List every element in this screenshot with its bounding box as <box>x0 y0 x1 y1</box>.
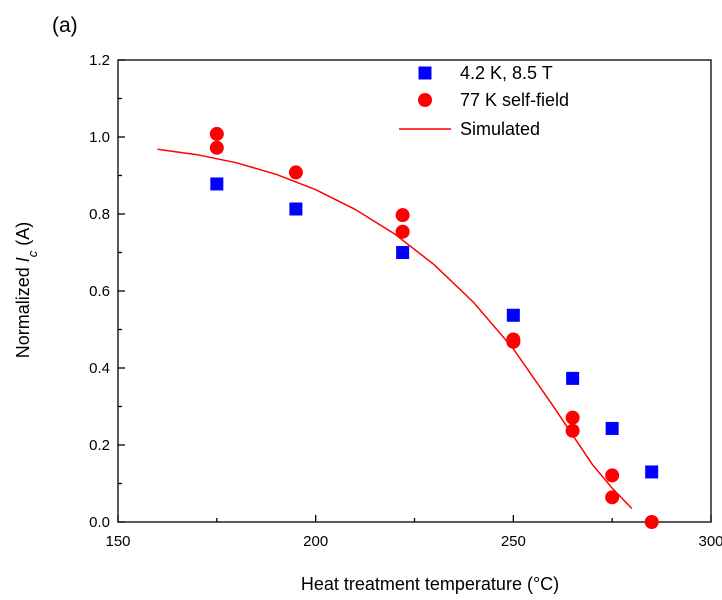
x-tick-label: 300 <box>698 533 722 550</box>
circle-point <box>209 140 224 155</box>
square-point <box>396 246 410 259</box>
square-point <box>645 465 659 479</box>
circle-point <box>565 410 580 425</box>
legend-circle-marker <box>418 93 432 107</box>
circle-point <box>506 334 521 349</box>
x-tick-label: 200 <box>303 533 328 550</box>
y-tick-label: 0.8 <box>89 206 110 223</box>
circle-point <box>209 126 224 141</box>
square-point <box>210 177 224 191</box>
series-4-2-k-8-5-t <box>210 177 659 479</box>
series-simulated <box>157 148 633 510</box>
y-tick-label: 0.0 <box>89 514 110 531</box>
circle-point <box>605 490 620 505</box>
square-point <box>605 421 619 435</box>
circle-point <box>605 468 620 483</box>
legend-label: 4.2 K, 8.5 T <box>460 63 553 83</box>
y-axis-label-subscript: c <box>25 250 40 257</box>
series-77-k-self-field <box>209 126 659 529</box>
y-tick-label: 0.2 <box>89 437 110 454</box>
series-layer <box>157 126 659 529</box>
axis-ticks: 150 200 250 300 0.0 0.2 0.4 0.6 0.8 1.0 1.2 <box>89 52 722 550</box>
panel-label: (a) <box>52 14 78 37</box>
square-point <box>506 308 520 322</box>
circle-point <box>395 224 410 239</box>
y-axis-label-suffix: (A) <box>13 222 33 251</box>
circle-point <box>644 515 659 529</box>
y-tick-label: 0.4 <box>89 360 110 377</box>
square-point <box>289 202 303 216</box>
y-axis-label-symbol: I <box>13 257 33 262</box>
circle-point <box>395 208 410 223</box>
x-axis-label: Heat treatment temperature (°C) <box>301 574 559 594</box>
y-tick-label: 0.6 <box>89 283 110 300</box>
circle-point <box>565 423 580 438</box>
x-tick-label: 150 <box>105 533 130 550</box>
legend-label: 77 K self-field <box>460 90 569 110</box>
square-point <box>566 371 580 385</box>
simulated-curve <box>157 148 633 510</box>
y-tick-label: 1.2 <box>89 52 110 69</box>
legend: 4.2 K, 8.5 T 77 K self-field Simulated <box>399 63 569 139</box>
legend-label: Simulated <box>460 119 540 139</box>
y-axis-label: Normalized Ic (A) <box>13 222 40 359</box>
y-axis-label-prefix: Normalized <box>13 262 33 358</box>
x-tick-label: 250 <box>501 533 526 550</box>
circle-point <box>288 165 303 180</box>
legend-square-marker <box>418 66 432 80</box>
y-tick-label: 1.0 <box>89 129 110 146</box>
